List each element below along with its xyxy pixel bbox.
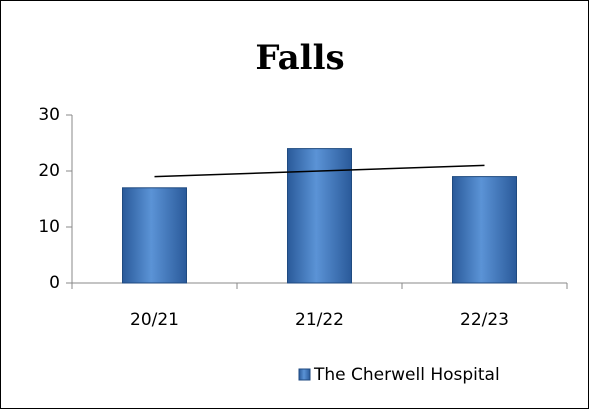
x-tick-label: 21/22 [295,310,344,330]
y-tick-label: 20 [38,161,60,181]
bar [452,176,517,284]
y-tick-label: 0 [49,273,60,293]
legend-label: The Cherwell Hospital [313,365,500,385]
y-tick-label: 30 [38,105,60,125]
chart-title: Falls [255,38,344,78]
y-tick-label: 10 [38,217,60,237]
x-tick-label: 20/21 [130,310,179,330]
trendline [154,164,485,178]
bar [287,148,352,284]
bar [122,187,187,284]
x-tick-label: 22/23 [460,310,509,330]
legend-swatch [298,368,311,381]
